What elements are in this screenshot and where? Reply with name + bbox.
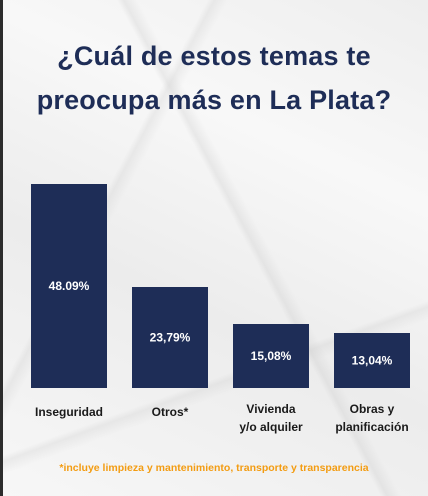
bar-value-label-2: 15,08% (251, 349, 292, 363)
page-edge (0, 0, 3, 496)
bar-value-label-0: 48.09% (49, 279, 90, 293)
bar-value-label-3: 13,04% (352, 354, 393, 368)
category-label-2-1: y/o alquiler (239, 420, 303, 434)
category-label-3-1: planificación (335, 420, 408, 434)
chart-title: ¿Cuál de estos temas te preocupa más en … (14, 34, 414, 122)
bar-0 (31, 184, 107, 388)
category-label-1-0: Otros* (152, 405, 189, 419)
bar-2 (233, 324, 309, 388)
bar-value-label-1: 23,79% (150, 331, 191, 345)
category-label-3-0: Obras y (350, 402, 395, 416)
category-label-2-0: Vivienda (246, 402, 295, 416)
bar-3 (334, 333, 410, 388)
chart-title-line-2: preocupa más en La Plata? (36, 85, 392, 115)
chart-title-line-1: ¿Cuál de estos temas te (57, 41, 371, 71)
chart-footnote: *incluye limpieza y mantenimiento, trans… (59, 462, 369, 474)
category-label-0-0: Inseguridad (35, 405, 103, 419)
bar-1 (132, 287, 208, 388)
